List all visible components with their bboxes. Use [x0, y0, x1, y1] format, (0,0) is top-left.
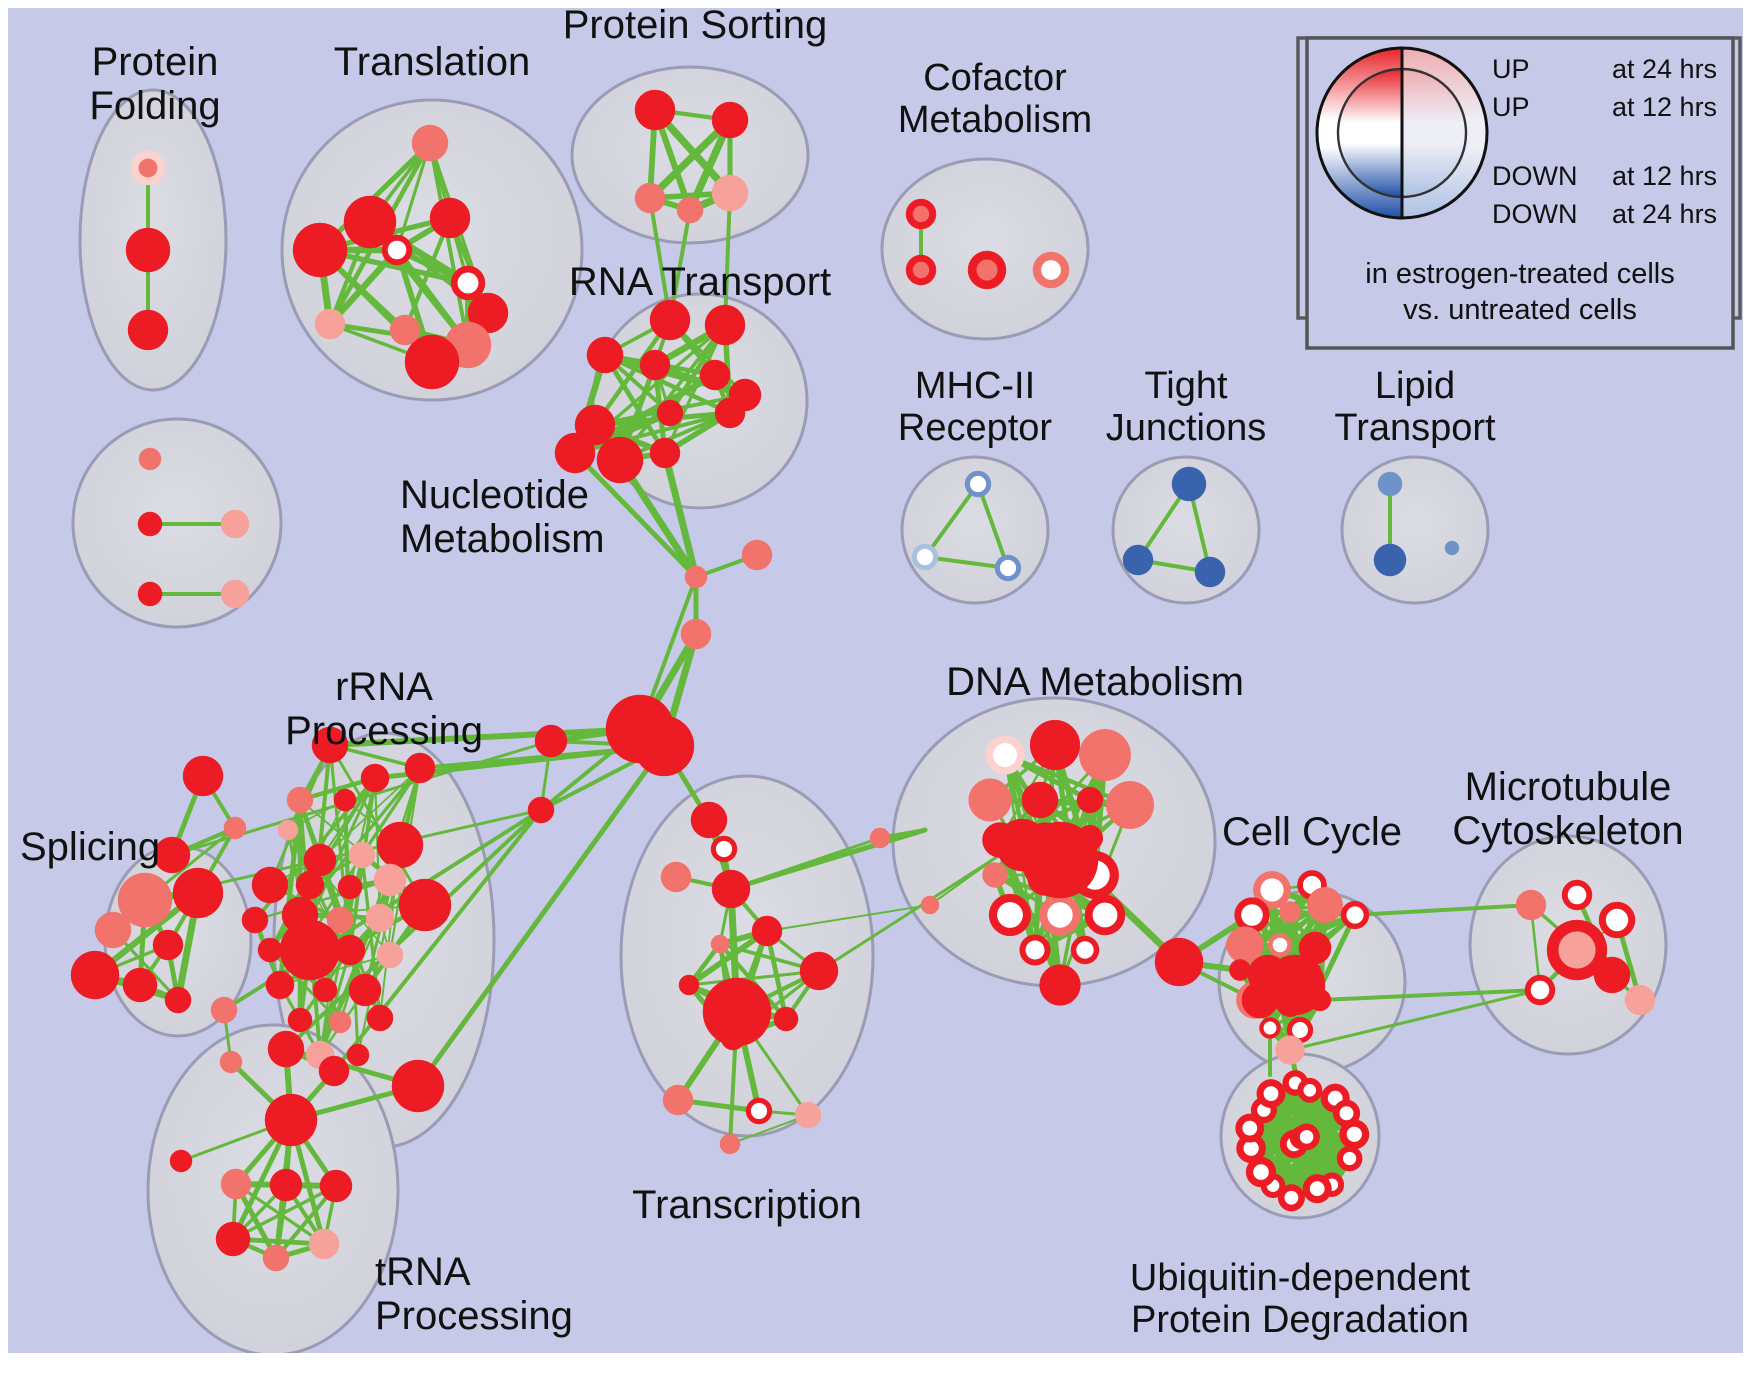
svg-text:RNA Transport: RNA Transport	[569, 260, 831, 304]
svg-text:Cell Cycle: Cell Cycle	[1222, 810, 1402, 854]
svg-text:in estrogen-treated cells: in estrogen-treated cells	[1365, 258, 1675, 290]
svg-text:at 24 hrs: at 24 hrs	[1612, 199, 1717, 229]
svg-text:at 24 hrs: at 24 hrs	[1612, 54, 1717, 84]
svg-text:vs. untreated cells: vs. untreated cells	[1403, 294, 1637, 326]
svg-text:UP: UP	[1492, 92, 1530, 122]
svg-text:Protein Sorting: Protein Sorting	[563, 8, 828, 47]
svg-text:UP: UP	[1492, 54, 1530, 84]
svg-text:Transcription: Transcription	[632, 1183, 862, 1227]
svg-text:at 12 hrs: at 12 hrs	[1612, 161, 1717, 191]
svg-text:Splicing: Splicing	[20, 825, 160, 869]
svg-text:Translation: Translation	[334, 40, 530, 84]
svg-text:DOWN: DOWN	[1492, 199, 1577, 229]
svg-text:at 12 hrs: at 12 hrs	[1612, 92, 1717, 122]
svg-text:DOWN: DOWN	[1492, 161, 1577, 191]
svg-text:DNA Metabolism: DNA Metabolism	[946, 660, 1244, 704]
